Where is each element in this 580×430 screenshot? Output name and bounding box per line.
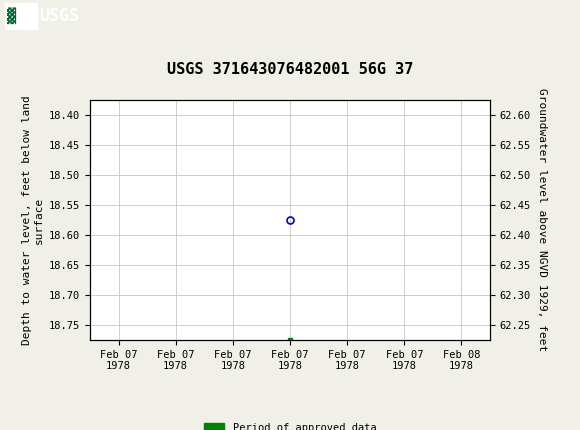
Legend: Period of approved data: Period of approved data bbox=[200, 418, 380, 430]
Y-axis label: Depth to water level, feet below land
surface: Depth to water level, feet below land su… bbox=[22, 95, 44, 345]
Text: USGS: USGS bbox=[39, 7, 79, 25]
Text: USGS 371643076482001 56G 37: USGS 371643076482001 56G 37 bbox=[167, 62, 413, 77]
Text: ▓: ▓ bbox=[7, 8, 16, 25]
Bar bbox=[5, 3, 37, 29]
Y-axis label: Groundwater level above NGVD 1929, feet: Groundwater level above NGVD 1929, feet bbox=[536, 89, 546, 352]
